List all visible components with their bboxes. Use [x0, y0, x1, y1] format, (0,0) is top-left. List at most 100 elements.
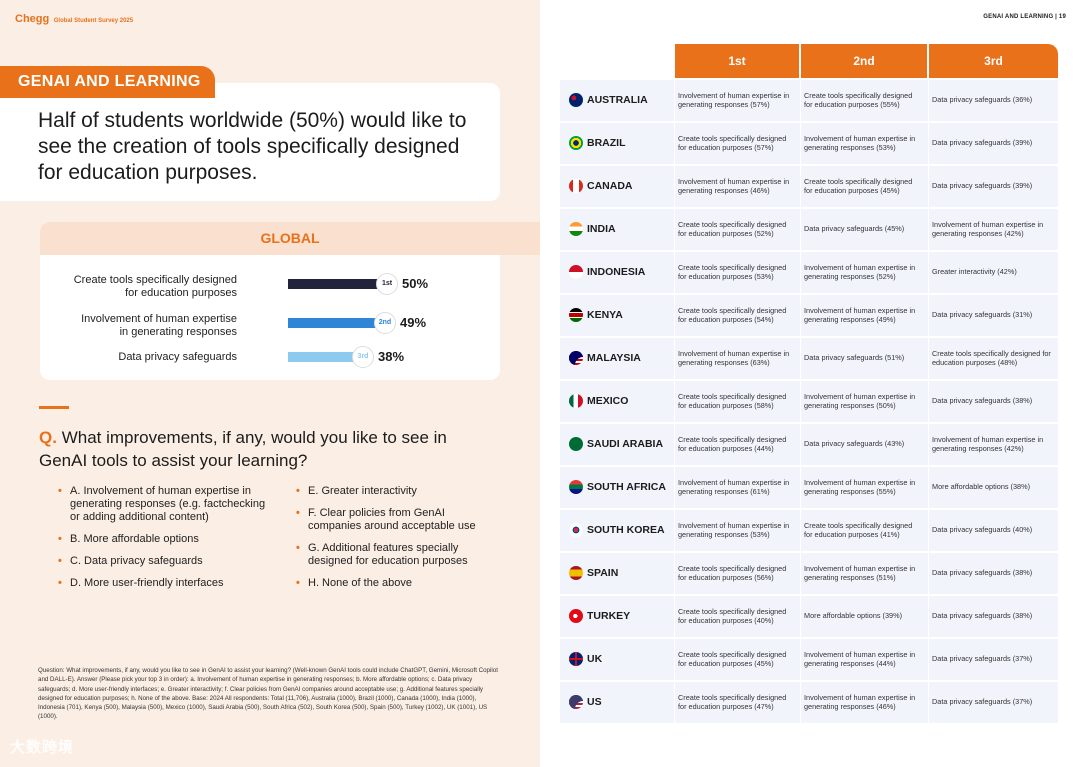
flag-icon [569, 523, 583, 537]
column-separator [928, 209, 929, 250]
cell-text: Data privacy safeguards (38%) [932, 568, 1033, 578]
column-separator [674, 381, 675, 422]
chegg-logo: Chegg [15, 13, 50, 25]
cell-third: More affordable options (38%) [932, 467, 1058, 508]
cell-text: Create tools specifically designed for e… [678, 306, 787, 324]
cell-first: Create tools specifically designed for e… [678, 209, 794, 250]
table-row: SOUTH KOREA Involvement of human expertis… [560, 510, 1058, 551]
bar-value: 49% [400, 315, 427, 330]
cell-text: Create tools specifically designed for e… [678, 607, 787, 625]
table-row: MALAYSIA Involvement of human expertise i… [560, 338, 1058, 379]
bar-label-line: Involvement of human expertise [81, 313, 237, 325]
column-separator [800, 639, 801, 680]
cell-second: Involvement of human expertise in genera… [804, 639, 922, 680]
option-item: F. Clear policies from GenAI companies a… [296, 507, 501, 533]
table-row: INDONESIA Create tools specifically desig… [560, 252, 1058, 293]
country-name: KENYA [587, 309, 623, 321]
rank-badge: 3rd [352, 346, 374, 368]
cell-text: Greater interactivity (42%) [932, 267, 1017, 277]
cell-text: Data privacy safeguards (38%) [932, 611, 1033, 621]
column-header-1st: 1st [675, 44, 799, 78]
table-row: INDIA Create tools specifically designed … [560, 209, 1058, 250]
column-separator [928, 682, 929, 723]
column-separator [928, 338, 929, 379]
cell-first: Create tools specifically designed for e… [678, 596, 794, 637]
column-separator [800, 510, 801, 551]
table-row: SPAIN Create tools specifically designed … [560, 553, 1058, 594]
flag-icon [569, 179, 583, 193]
cell-third: Data privacy safeguards (38%) [932, 381, 1058, 422]
column-separator [674, 166, 675, 207]
cell-third: Data privacy safeguards (39%) [932, 166, 1058, 207]
cell-text: Data privacy safeguards (40%) [932, 525, 1033, 535]
cell-second: Involvement of human expertise in genera… [804, 381, 922, 422]
cell-text: Data privacy safeguards (51%) [804, 353, 905, 363]
options-column-1: A. Involvement of human expertise in gen… [58, 485, 268, 599]
cell-text: Data privacy safeguards (38%) [932, 396, 1033, 406]
bar-value: 38% [378, 349, 405, 364]
watermark: 大数跨境 [10, 739, 75, 756]
bar-label: Create tools specifically designed for ed… [37, 274, 237, 300]
option-item: C. Data privacy safeguards [58, 555, 268, 568]
cell-second: More affordable options (39%) [804, 596, 922, 637]
cell-text: Create tools specifically designed for e… [804, 521, 913, 539]
column-separator [928, 467, 929, 508]
cell-text: Create tools specifically designed for e… [678, 693, 787, 711]
flag-icon [569, 265, 583, 279]
cell-third: Create tools specifically designed for e… [932, 338, 1058, 379]
cell-first: Involvement of human expertise in genera… [678, 510, 794, 551]
cell-text: Create tools specifically designed for e… [678, 392, 787, 410]
country-name: SPAIN [587, 567, 619, 579]
cell-third: Data privacy safeguards (37%) [932, 682, 1058, 723]
cell-text: Create tools specifically designed for e… [678, 134, 787, 152]
column-separator [800, 166, 801, 207]
column-separator [800, 209, 801, 250]
cell-text: Data privacy safeguards (39%) [932, 138, 1033, 148]
column-separator [928, 639, 929, 680]
column-separator [928, 553, 929, 594]
column-separator [928, 596, 929, 637]
cell-first: Create tools specifically designed for e… [678, 252, 794, 293]
cell-first: Involvement of human expertise in genera… [678, 166, 794, 207]
flag-icon [569, 652, 583, 666]
column-separator [800, 682, 801, 723]
cell-text: Create tools specifically designed for e… [678, 435, 787, 453]
table-row: SOUTH AFRICA Involvement of human experti… [560, 467, 1058, 508]
cell-second: Data privacy safeguards (51%) [804, 338, 922, 379]
column-separator [674, 596, 675, 637]
cell-first: Involvement of human expertise in genera… [678, 80, 794, 121]
cell-second: Data privacy safeguards (45%) [804, 209, 922, 250]
column-separator [928, 510, 929, 551]
cell-third: Data privacy safeguards (40%) [932, 510, 1058, 551]
cell-first: Create tools specifically designed for e… [678, 295, 794, 336]
country-name: TURKEY [587, 610, 631, 622]
column-separator [674, 467, 675, 508]
cell-third: Involvement of human expertise in genera… [932, 209, 1058, 250]
bar-label: Data privacy safeguards [37, 351, 237, 364]
cell-third: Greater interactivity (42%) [932, 252, 1058, 293]
survey-subtitle: Global Student Survey 2025 [53, 18, 134, 24]
footnote: Question: What improvements, if any, wou… [38, 667, 498, 721]
flag-icon [569, 308, 583, 322]
country-name: INDONESIA [587, 266, 646, 278]
table-row: AUSTRALIA Involvement of human expertise … [560, 80, 1058, 121]
cell-text: Create tools specifically designed for e… [804, 91, 913, 109]
bar-label-line: for education purposes [125, 287, 237, 299]
cell-text: Involvement of human expertise in genera… [804, 263, 916, 281]
page-header: GENAI AND LEARNING | 19 [983, 14, 1066, 20]
cell-first: Create tools specifically designed for e… [678, 553, 794, 594]
cell-first: Create tools specifically designed for e… [678, 682, 794, 723]
column-separator [800, 123, 801, 164]
cell-second: Involvement of human expertise in genera… [804, 252, 922, 293]
table-row: US Create tools specifically designed for… [560, 682, 1058, 723]
bar-label-line: Data privacy safeguards [118, 351, 237, 363]
question: Q. What improvements, if any, would you … [39, 426, 499, 472]
column-separator [800, 467, 801, 508]
column-separator [800, 295, 801, 336]
cell-first: Create tools specifically designed for e… [678, 424, 794, 465]
flag-icon [569, 136, 583, 150]
column-separator [674, 80, 675, 121]
country-name: AUSTRALIA [587, 94, 648, 106]
cell-third: Data privacy safeguards (36%) [932, 80, 1058, 121]
column-separator [928, 123, 929, 164]
